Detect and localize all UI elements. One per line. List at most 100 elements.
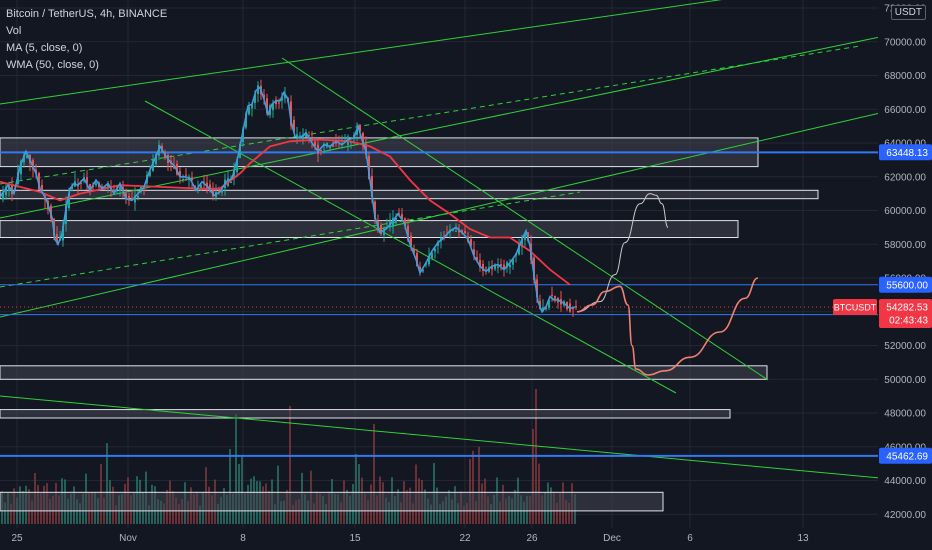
candle-body <box>185 174 187 176</box>
y-tick-label: 48000.00 <box>884 409 926 420</box>
candle-body <box>431 252 433 259</box>
volume-bar <box>565 500 567 524</box>
symbol-title[interactable]: Bitcoin / TetherUS, 4h, BINANCE <box>6 8 168 20</box>
channel-line-mid-dashed[interactable] <box>0 45 861 185</box>
candle-body <box>464 231 466 234</box>
candle-body <box>71 186 73 190</box>
candle-body <box>5 187 7 195</box>
candle-body <box>95 183 97 186</box>
volume-bar <box>181 499 183 524</box>
volume-bar <box>157 499 159 524</box>
volume-bar <box>160 500 162 524</box>
candle-body <box>500 264 502 266</box>
price-zone[interactable] <box>0 220 739 239</box>
candle-body <box>383 228 385 235</box>
candle-body <box>230 182 232 183</box>
volume-bar <box>115 505 117 524</box>
volume-bar <box>49 499 51 524</box>
candle-body <box>89 184 91 189</box>
ma-indicator-label[interactable]: MA (5, close, 0) <box>6 42 83 54</box>
candle-body <box>401 214 403 220</box>
candle-body <box>362 132 364 146</box>
candle-body <box>314 141 316 147</box>
long-support-line[interactable] <box>0 395 881 479</box>
candle-body <box>497 266 499 268</box>
volume-bar <box>106 443 108 524</box>
candle-body <box>404 218 406 226</box>
candle-body <box>521 237 523 248</box>
candle-body <box>476 257 478 261</box>
x-tick-label: 22 <box>459 533 471 544</box>
candle-body <box>518 243 520 255</box>
candle-body <box>410 235 412 247</box>
volume-bar <box>472 450 474 524</box>
horizontal-levels[interactable] <box>0 151 878 457</box>
candle-body <box>422 269 424 272</box>
channel-line-dashed-low[interactable] <box>0 191 581 288</box>
volume-bar <box>463 505 465 524</box>
projection-alt-path[interactable] <box>576 193 669 313</box>
volume-bar <box>466 503 468 524</box>
candle-body <box>191 177 193 181</box>
candle-body <box>221 189 223 193</box>
channel-line-top[interactable] <box>0 0 760 105</box>
y-tick-label: 58000.00 <box>884 240 926 251</box>
candle-body <box>8 185 10 191</box>
candle-body <box>479 260 481 268</box>
candle-body <box>26 155 28 158</box>
candle-body <box>62 225 64 241</box>
chart-legend: Bitcoin / TetherUS, 4h, BINANCE Vol MA (… <box>6 6 167 74</box>
candle-body <box>371 176 373 197</box>
price-zone[interactable] <box>0 365 768 380</box>
level-price-tag <box>879 144 932 161</box>
candle-body <box>20 160 22 175</box>
volume-bar <box>400 502 402 524</box>
volume-bar <box>355 454 357 524</box>
projection-main-path[interactable] <box>576 277 759 376</box>
x-tick-label: 13 <box>797 533 809 544</box>
candle-body <box>200 184 202 189</box>
volume-bar <box>412 503 414 524</box>
candle-body <box>455 230 457 232</box>
x-tick-label: 6 <box>687 533 693 544</box>
last-price-label: 54282.53 <box>886 303 928 314</box>
candle-body <box>104 186 106 188</box>
volume-bar <box>4 502 6 524</box>
volume-bar <box>298 499 300 524</box>
volume-bar <box>442 501 444 524</box>
volume-bar <box>229 449 231 524</box>
price-zone[interactable] <box>0 189 819 200</box>
candle-body <box>122 186 124 191</box>
trend-channels[interactable] <box>0 0 881 479</box>
candle-body <box>125 193 127 198</box>
candle-body <box>536 279 538 298</box>
currency-button[interactable]: USDT <box>890 5 926 20</box>
price-zone[interactable] <box>0 409 731 419</box>
volume-bar <box>280 501 282 524</box>
candle-body <box>233 170 235 179</box>
x-tick-label: Nov <box>119 533 137 544</box>
candle-body <box>2 192 4 200</box>
candle-body <box>554 295 556 299</box>
wma-indicator-label[interactable]: WMA (50, close, 0) <box>6 59 99 71</box>
candle-body <box>509 264 511 268</box>
candle-body <box>293 119 295 132</box>
volume-bar <box>340 502 342 524</box>
volume-bar <box>163 503 165 524</box>
volume-bar <box>307 500 309 524</box>
candle-body <box>212 188 214 196</box>
candle-body <box>113 190 115 193</box>
y-tick-label: 70000.00 <box>884 37 926 48</box>
volume-bar <box>76 499 78 524</box>
level-price-label: 55600.00 <box>886 280 928 291</box>
desc-channel-upper[interactable] <box>281 57 769 381</box>
vol-indicator-label[interactable]: Vol <box>6 25 22 37</box>
candle-body <box>242 128 244 142</box>
candle-body <box>374 201 376 219</box>
channel-line-lower[interactable] <box>0 112 881 318</box>
price-zone[interactable] <box>0 491 664 512</box>
volume-bar <box>490 504 492 524</box>
volume-bar <box>457 503 459 524</box>
candle-body <box>485 267 487 269</box>
